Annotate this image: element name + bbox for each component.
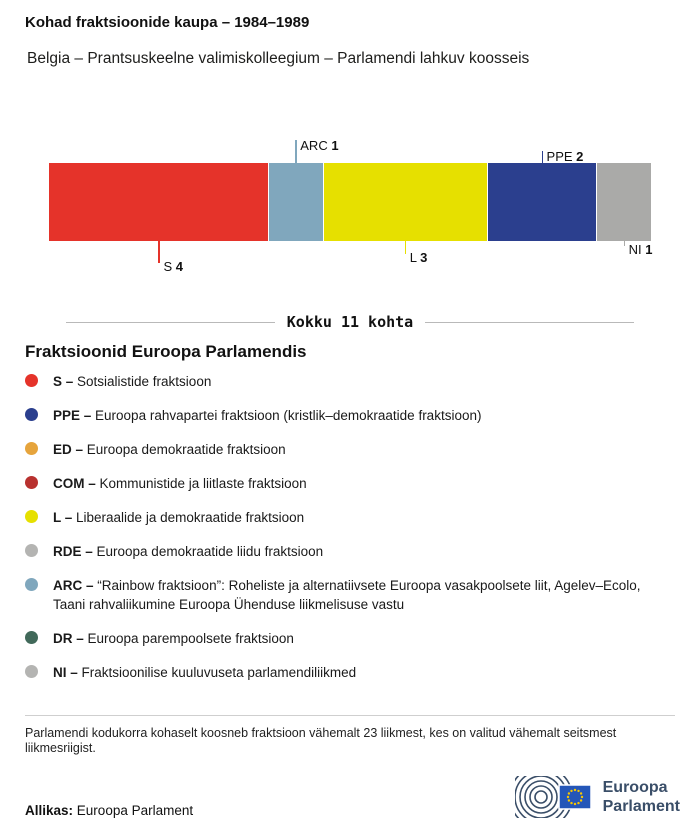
legend-label-ppe: PPE – Euroopa rahvapartei fraktsioon (kr… [53,408,482,423]
legend-dot-arc [25,578,38,591]
legend-label-dr: DR – Euroopa parempoolsete fraktsioon [53,631,294,646]
legend-label-com: COM – Kommunistide ja liitlaste fraktsio… [53,476,307,491]
page-subtitle: Belgia – Prantsuskeelne valimiskolleegiu… [27,50,530,67]
legend-item-rde: RDE – Euroopa demokraatide liidu fraktsi… [25,542,675,561]
callout-code: ARC [300,138,332,153]
total-rule-left [66,321,275,323]
legend-item-dr: DR – Euroopa parempoolsete fraktsioon [25,629,675,648]
legend-list: S – Sotsialistide fraktsioon PPE – Euroop… [25,372,675,697]
legend-item-ni: NI – Fraktsioonilise kuuluvuseta parlame… [25,663,675,682]
eu-flag-stars [566,788,583,806]
legend-label-l: L – Liberaalide ja demokraatide fraktsio… [53,510,305,525]
legend-dot-s [25,374,38,387]
legend-label-rde: RDE – Euroopa demokraatide liidu fraktsi… [53,544,324,559]
total-row: Kokku 11 kohta [66,313,634,331]
callout-seats: 2 [576,149,584,164]
bar-segment-l [322,163,487,241]
legend-dot-dr [25,631,38,644]
legend-item-com: COM – Kommunistide ja liitlaste fraktsio… [25,474,675,493]
legend-item-arc: ARC – “Rainbow fraktsioon”: Roheliste ja… [25,576,675,614]
callout-line-ppe [541,151,544,163]
legend-dot-com [25,476,38,489]
legend-item-ppe: PPE – Euroopa rahvapartei fraktsioon (kr… [25,406,675,425]
legend-item-s: S – Sotsialistide fraktsioon [25,372,675,391]
callout-line-ni [623,241,626,246]
callout-line-l [404,241,407,254]
bar-segment-s [49,163,268,241]
bar-segment-ppe [486,163,597,241]
footnote: Parlamendi kodukorra kohaselt koosneb fr… [25,726,617,755]
callout-line-arc [295,140,297,163]
callout-code: NI [628,242,646,257]
callout-seats: 4 [175,259,183,274]
source-line: Allikas: Euroopa Parlament [25,803,193,818]
legend-dot-ppe [25,408,38,421]
ep-logo-line2: Parlament [602,798,680,815]
callout-code: PPE [546,149,577,164]
legend-label-s: S – Sotsialistide fraktsioon [53,374,212,389]
total-rule-right [425,321,634,323]
callout-label-ppe: PPE 2 [547,150,584,164]
legend-dot-ni [25,665,38,678]
legend-label-ed: ED – Euroopa demokraatide fraktsioon [53,442,286,457]
callout-seats: 1 [331,138,339,153]
callout-code: L [409,250,421,265]
legend-item-ed: ED – Euroopa demokraatide fraktsioon [25,440,675,459]
seat-chart: S 4 ARC 1 L 3 PPE 2 NI 1 [49,130,653,300]
callout-seats: 1 [645,242,653,257]
seat-bar [49,163,651,241]
bar-segment-ni [596,163,651,241]
legend-item-l: L – Liberaalide ja demokraatide fraktsio… [25,508,675,527]
footer-divider [25,715,675,716]
page-title: Kohad fraktsioonide kaupa – 1984–1989 [25,14,310,31]
ep-logo: Euroopa Parlament [514,776,680,818]
bar-segment-arc [267,163,323,241]
source-text: Euroopa Parlament [76,803,194,818]
callout-seats: 3 [420,250,428,265]
legend-heading: Fraktsioonid Euroopa Parlamendis [25,342,307,361]
ep-logo-text: Euroopa Parlament [603,778,680,816]
ep-hemicycle-flag-icon [514,776,592,818]
legend-dot-ed [25,442,38,455]
ep-logo-line1: Euroopa [602,779,668,796]
callout-label-s: S 4 [163,260,183,274]
callout-line-s [158,241,160,263]
callout-code: S [163,259,176,274]
callout-label-arc: ARC 1 [300,139,338,153]
legend-dot-rde [25,544,38,557]
source-label: Allikas: [25,803,74,818]
legend-label-ni: NI – Fraktsioonilise kuuluvuseta parlame… [53,665,357,680]
callout-label-ni: NI 1 [629,243,653,257]
legend-label-arc: ARC – “Rainbow fraktsioon”: Roheliste ja… [53,578,641,612]
callout-label-l: L 3 [410,251,428,265]
legend-dot-l [25,510,38,523]
eu-flag-icon [557,784,592,810]
total-label: Kokku 11 kohta [286,313,414,331]
